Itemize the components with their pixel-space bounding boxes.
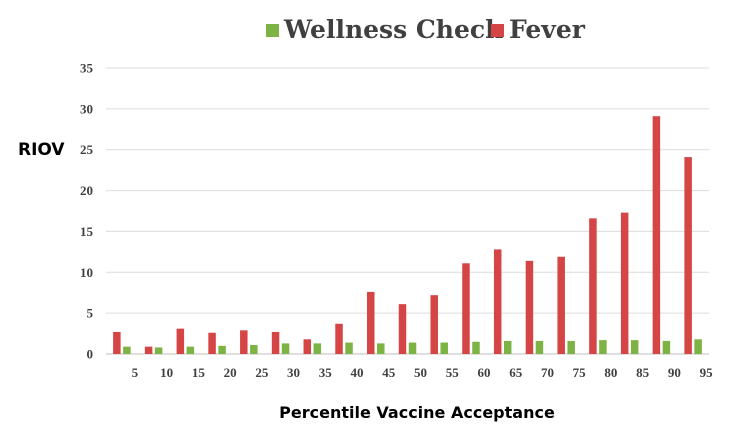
x-tick-label: 15 [192,365,206,380]
y-tick-label: 15 [80,224,94,239]
y-axis-title: RIOV [18,140,65,160]
wellness-check-bar [630,340,639,354]
fever-bar [113,331,121,354]
bars [113,116,702,354]
fever-bar [684,157,692,354]
wellness-check-bar [662,340,671,354]
legend-label: Fever [509,15,586,44]
y-tick-label: 35 [80,61,94,76]
x-axis-title: Percentile Vaccine Acceptance [279,403,555,422]
fever-bar [398,304,407,354]
x-tick-label: 95 [700,365,714,380]
fever-bar [525,260,534,354]
x-tick-label: 40 [351,365,364,380]
x-tick-label: 10 [160,365,173,380]
fever-bar [620,212,629,354]
fever-bar [557,256,565,354]
wellness-check-bar [313,343,322,354]
wellness-check-bar [154,347,163,354]
legend-label: Wellness Check [283,15,503,44]
x-tick-label: 55 [446,365,460,380]
wellness-check-bar [694,339,702,354]
fever-bar [652,116,661,354]
x-tick-label: 25 [255,365,269,380]
wellness-check-bar [408,342,417,354]
y-tick-label: 0 [87,347,94,362]
fever-bar [335,323,343,354]
wellness-check-bar [123,346,131,354]
fever-bar [208,332,216,354]
y-tick-label: 10 [80,265,93,280]
fever-bar [303,339,312,354]
x-tick-label: 45 [382,365,396,380]
wellness-check-bar [599,340,607,354]
x-tick-label: 85 [636,365,650,380]
x-tick-label: 30 [287,365,300,380]
y-tick-label: 20 [80,183,93,198]
fever-bar [462,263,470,354]
wellness-check-bar [281,343,290,354]
x-tick-label: 80 [604,365,617,380]
x-tick-label: 90 [668,365,681,380]
x-tick-label: 20 [224,365,237,380]
x-tick-label: 75 [573,365,587,380]
wellness-check-bar [377,343,385,354]
wellness-check-bar [345,342,353,354]
y-tick-label: 30 [80,101,93,116]
wellness-check-bar [250,345,258,354]
x-tick-label: 70 [541,365,554,380]
fever-bar [430,295,438,354]
gridlines [106,67,709,355]
wellness-check-bar [503,340,512,354]
fever-bar [176,328,185,354]
fever-bar [589,218,597,354]
x-tick-label: 50 [414,365,427,380]
fever-bar [144,346,153,354]
wellness-check-bar [218,345,226,354]
fever-bar [271,331,280,354]
legend: Wellness Check Fever [266,15,586,44]
x-tick-label: 5 [132,365,139,380]
wellness-check-bar [186,346,195,354]
fever-bar [493,249,502,354]
x-tick-labels: 5 10 15 20 25 30 35 40 45 50 55 60 65 70 75 80 85 90 95 [132,365,714,380]
wellness-check-bar [567,340,575,354]
x-tick-label: 65 [509,365,523,380]
y-tick-label: 5 [87,306,94,321]
x-tick-label: 35 [319,365,333,380]
y-tick-labels: 0 5 10 15 20 25 30 35 [80,61,94,362]
legend-swatch [491,24,504,37]
y-tick-label: 25 [80,142,94,157]
legend-swatch [266,24,279,37]
fever-bar [367,291,375,354]
wellness-check-bar [535,340,544,354]
fever-bar [240,330,248,354]
x-tick-label: 60 [477,365,490,380]
wellness-check-bar [440,342,448,354]
wellness-check-bar [472,341,480,354]
